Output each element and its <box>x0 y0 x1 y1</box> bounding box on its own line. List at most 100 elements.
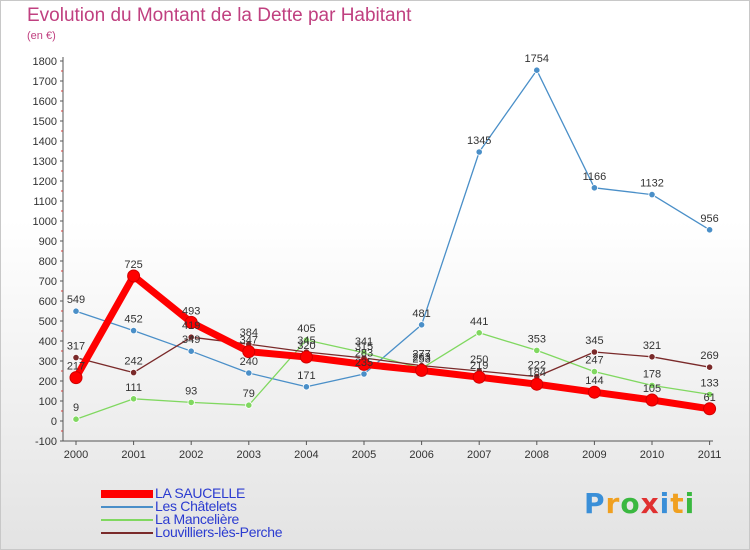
legend-label: LA SAUCELLE <box>155 485 246 501</box>
series-line <box>72 272 714 413</box>
data-label: 269 <box>700 350 718 362</box>
chart-title: Evolution du Montant de la Dette par Hab… <box>27 5 412 26</box>
y-tick-label: 500 <box>39 316 57 328</box>
data-label: 184 <box>528 367 546 379</box>
data-label: 317 <box>67 341 85 353</box>
series-3 <box>72 333 714 381</box>
x-tick-label: 2008 <box>525 449 549 461</box>
data-label: 133 <box>700 377 718 389</box>
data-label: 725 <box>124 259 142 271</box>
data-point <box>72 353 80 362</box>
proxiti-logo: Proxiti <box>584 487 695 520</box>
data-point <box>475 329 483 337</box>
data-point <box>475 148 483 156</box>
data-point <box>299 350 313 364</box>
data-label: 349 <box>182 334 200 346</box>
data-point <box>357 357 371 371</box>
data-point <box>587 385 601 399</box>
data-label: 235 <box>355 357 373 369</box>
data-point <box>302 336 310 344</box>
series-1 <box>72 66 714 391</box>
data-label: 219 <box>470 360 488 372</box>
data-point <box>705 390 714 398</box>
data-point <box>130 395 138 403</box>
legend-label: La Mancelière <box>155 511 240 527</box>
y-tick-label: 200 <box>39 376 57 388</box>
data-label: 353 <box>528 333 546 345</box>
logo-letter: o <box>620 487 641 520</box>
x-tick-label: 2009 <box>582 449 606 461</box>
y-tick-label: -100 <box>35 436 57 448</box>
data-label: 105 <box>643 383 661 395</box>
logo-letter: x <box>640 487 660 520</box>
logo-letter: i <box>684 487 696 520</box>
data-point <box>72 415 80 423</box>
data-label: 277 <box>412 349 430 361</box>
y-tick-label: 1400 <box>33 136 57 148</box>
data-point <box>187 347 195 355</box>
y-tick-label: 1000 <box>33 216 57 228</box>
data-label: 1754 <box>525 53 549 65</box>
data-label: 79 <box>243 388 255 400</box>
x-tick-label: 2004 <box>294 449 318 461</box>
data-label: 247 <box>585 355 603 367</box>
data-point <box>130 326 138 335</box>
data-label: 481 <box>412 308 430 320</box>
data-label: 315 <box>355 341 373 353</box>
data-label: 61 <box>703 392 715 404</box>
x-tick-label: 2005 <box>352 449 376 461</box>
data-point <box>72 307 80 315</box>
data-point <box>705 363 714 371</box>
data-point <box>187 398 195 406</box>
data-label: 405 <box>297 323 315 335</box>
series-line <box>75 69 711 388</box>
x-tick-label: 2000 <box>64 449 88 461</box>
data-label: 452 <box>124 314 142 326</box>
data-label: 419 <box>182 320 200 332</box>
data-label: 111 <box>125 382 142 394</box>
y-tick-label: 1600 <box>33 96 57 108</box>
data-point <box>130 368 138 377</box>
series-line <box>75 336 711 378</box>
legend-label: Louvilliers-lès-Perche <box>155 524 283 540</box>
data-point <box>648 381 656 389</box>
y-tick-label: 1800 <box>33 56 57 68</box>
data-label: 345 <box>297 335 315 347</box>
data-point <box>703 402 717 416</box>
y-tick-label: 0 <box>51 416 57 428</box>
y-tick-label: 900 <box>39 236 57 248</box>
data-label: 222 <box>528 360 546 372</box>
x-tick-label: 2006 <box>409 449 433 461</box>
data-point <box>590 348 599 356</box>
logo-letter: r <box>605 487 621 520</box>
y-tick-label: 800 <box>39 256 57 268</box>
legend-swatch <box>101 519 153 521</box>
data-label: 347 <box>240 335 258 347</box>
legend-swatch <box>101 506 153 508</box>
y-tick-label: 400 <box>39 336 57 348</box>
data-label: 493 <box>182 305 200 317</box>
x-tick-label: 2003 <box>237 449 261 461</box>
legend-label: Les Châtelets <box>155 498 237 514</box>
series-line <box>75 332 711 420</box>
x-tick-label: 2001 <box>121 449 145 461</box>
data-point <box>648 191 656 199</box>
data-label: 321 <box>643 340 661 352</box>
legend-swatch <box>101 490 153 498</box>
data-point <box>302 383 310 391</box>
y-tick-label: 600 <box>39 296 57 308</box>
data-label: 217 <box>67 361 85 373</box>
data-point <box>705 226 714 234</box>
data-point <box>415 363 429 377</box>
data-label: 178 <box>643 368 661 380</box>
logo-letter: i <box>659 487 671 520</box>
data-point <box>245 401 253 409</box>
data-label: 240 <box>240 356 258 368</box>
x-tick-label: 2002 <box>179 449 203 461</box>
data-label: 283 <box>355 347 373 359</box>
data-label: 549 <box>67 294 85 306</box>
data-label: 171 <box>297 370 315 382</box>
y-tick-label: 700 <box>39 276 57 288</box>
